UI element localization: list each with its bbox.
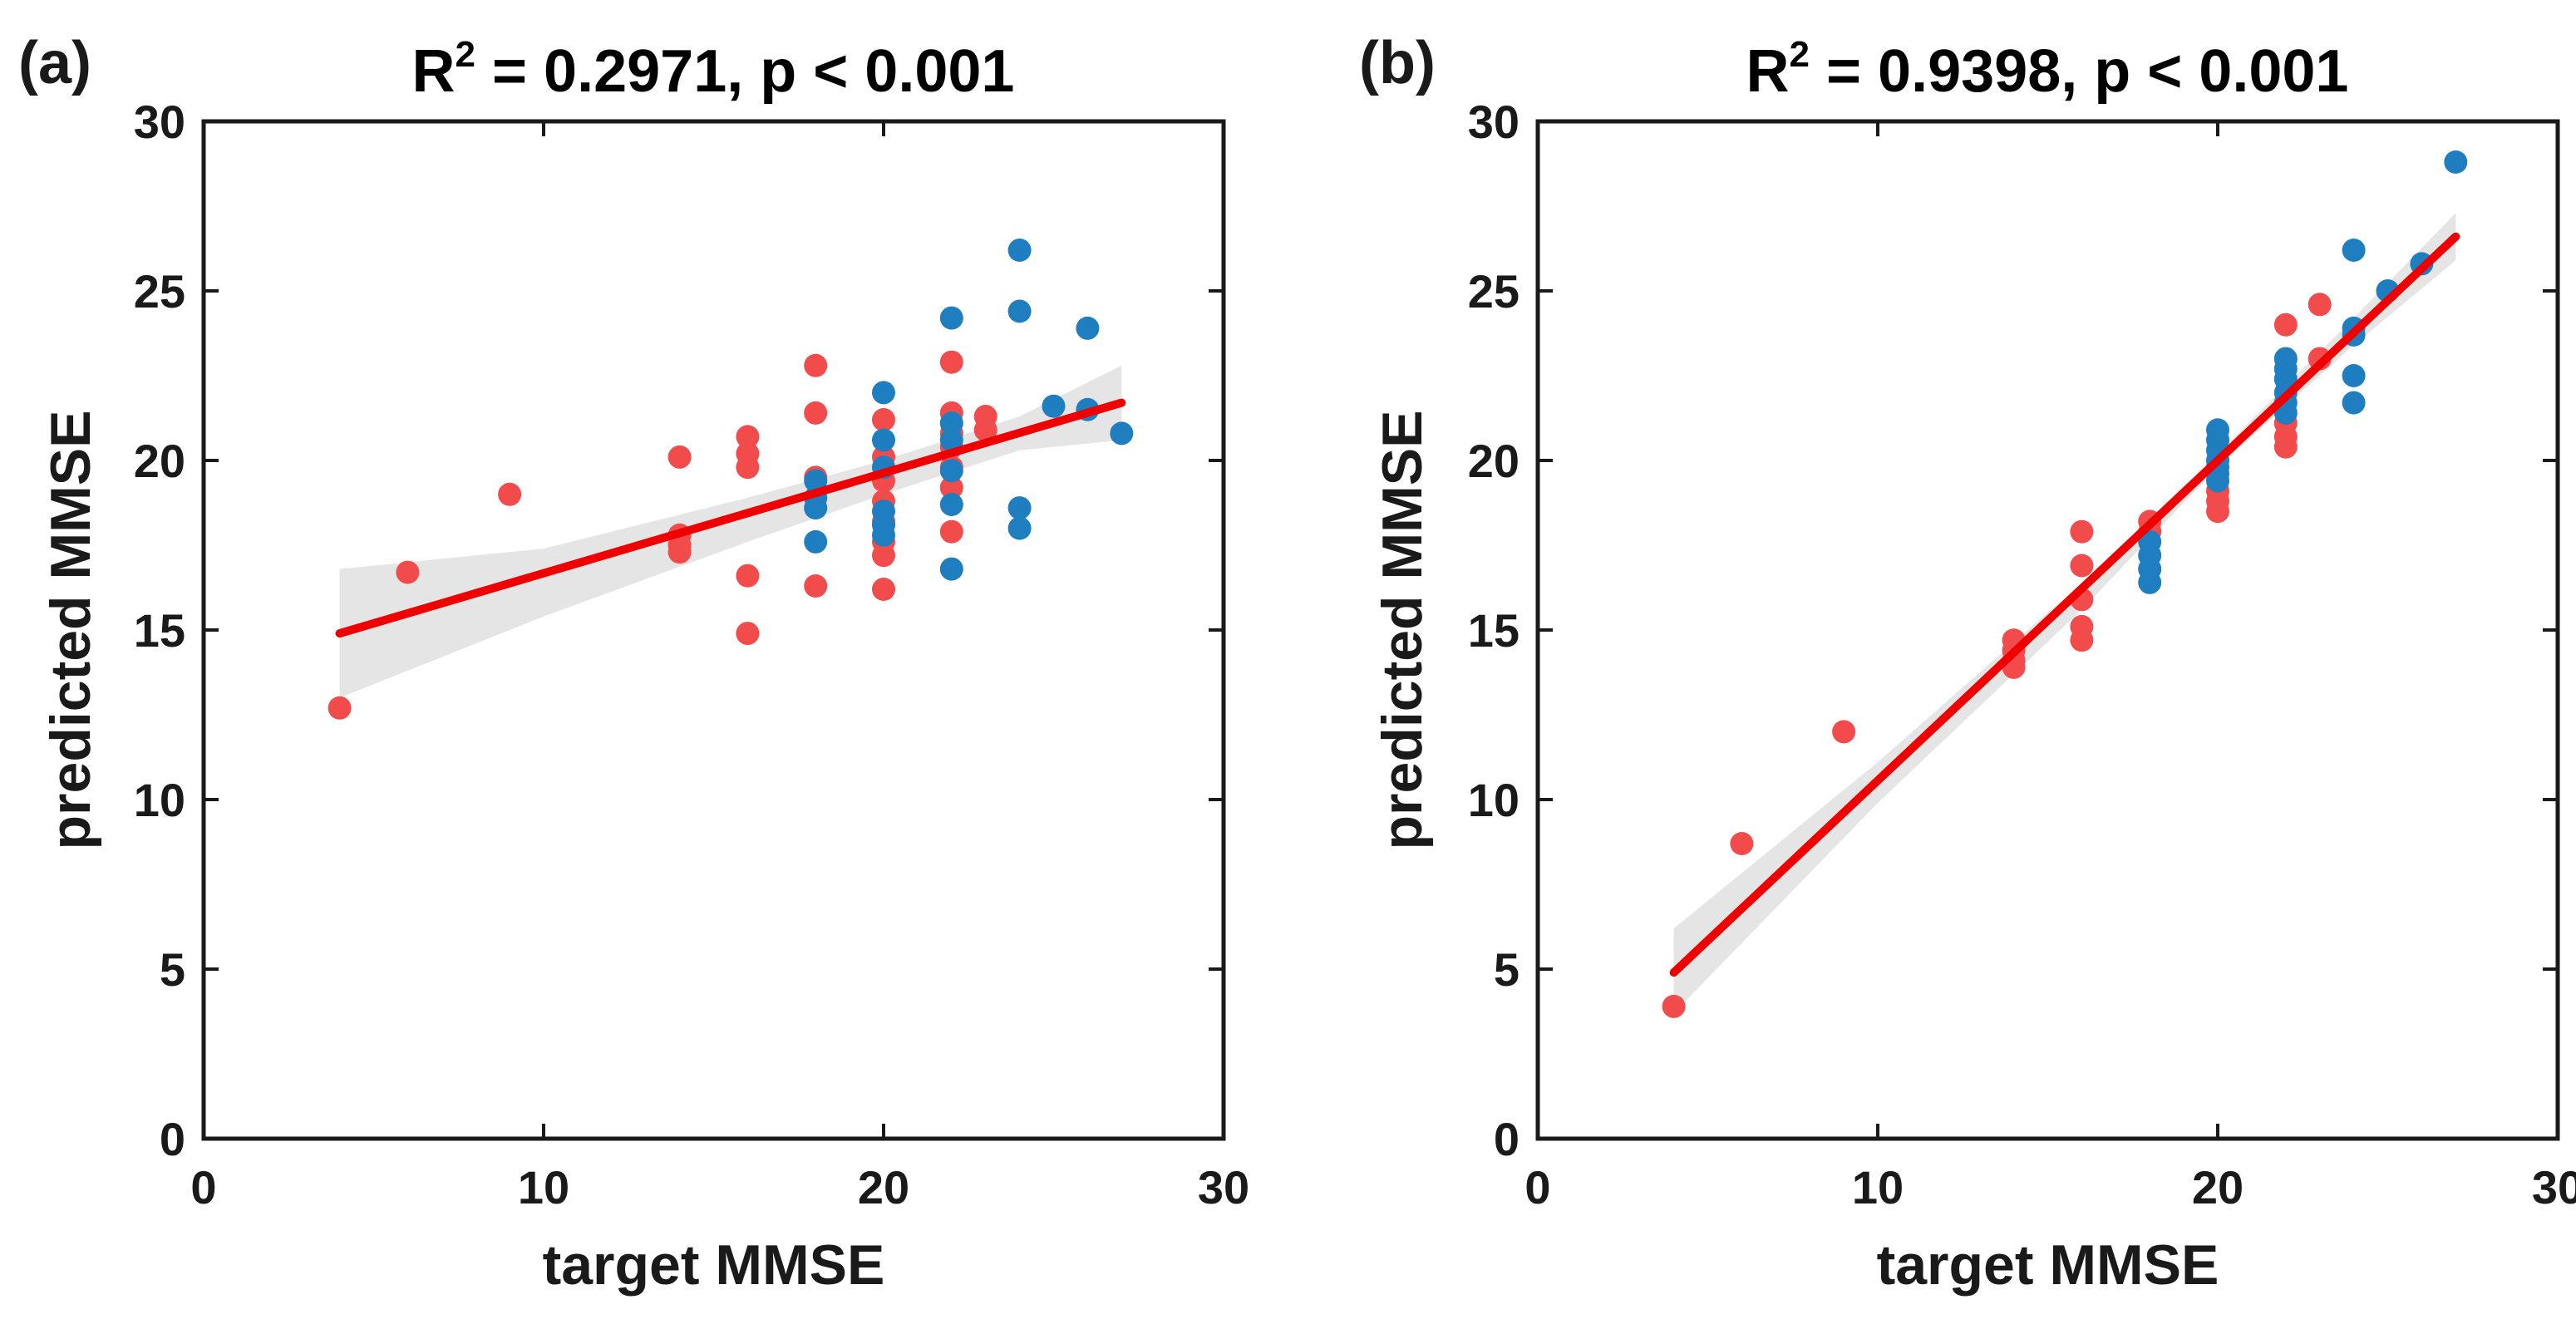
data-point-blue	[939, 493, 963, 516]
x-axis-label: target MMSE	[543, 1233, 885, 1297]
panel-a: (a) R2 = 0.2971, p < 0.001 0 10 20 30 0 5 10 15 20…	[18, 30, 1249, 1297]
data-point-blue	[939, 428, 963, 452]
data-point-red	[872, 544, 895, 568]
chart-title: R2 = 0.2971, p < 0.001	[412, 34, 1015, 105]
x-tick-label: 20	[858, 1161, 909, 1213]
y-axis-label: predicted MMSE	[39, 411, 102, 850]
panel-label: (a)	[18, 30, 91, 96]
data-point-blue	[939, 459, 963, 483]
data-point-red	[328, 696, 352, 720]
data-point-red	[2070, 519, 2094, 544]
data-point-blue	[1007, 496, 1032, 520]
y-tick-label: 0	[1494, 1113, 1519, 1165]
data-point-blue	[1110, 421, 1134, 445]
data-point-red	[1832, 720, 1856, 744]
x-tick-label: 30	[1198, 1161, 1249, 1213]
data-point-red	[804, 574, 828, 598]
title-superscript: 2	[1790, 34, 1810, 75]
y-tick-label: 30	[1468, 96, 1519, 148]
data-point-blue	[939, 306, 963, 330]
data-point-blue	[1007, 516, 1032, 540]
regression-line	[1669, 232, 2460, 977]
y-tick-label: 20	[1468, 435, 1519, 487]
data-point-red	[872, 408, 895, 431]
data-point-red	[2070, 554, 2094, 578]
data-point-red	[804, 401, 828, 425]
title-r-symbol: R	[412, 38, 456, 105]
data-point-red	[736, 564, 760, 588]
data-point-blue	[2342, 239, 2366, 262]
data-point-blue	[2342, 364, 2366, 387]
data-point-red	[2273, 435, 2298, 459]
data-point-blue	[872, 523, 895, 547]
data-point-red	[939, 475, 963, 500]
data-point-red	[396, 560, 420, 584]
data-point-red	[667, 445, 692, 469]
data-point-red	[804, 353, 828, 377]
regression-line	[335, 398, 1126, 638]
data-point-red	[736, 455, 760, 480]
data-point-blue	[2206, 469, 2229, 493]
data-point-blue	[804, 496, 828, 520]
data-point-red	[872, 578, 895, 601]
data-point-blue	[939, 557, 963, 581]
data-point-blue	[2138, 570, 2162, 594]
data-point-blue	[872, 428, 895, 452]
title-statistics: = 0.9398, p < 0.001	[1810, 38, 2349, 105]
y-tick-label: 5	[160, 943, 185, 996]
x-tick-label: 10	[518, 1161, 569, 1213]
data-point-red	[973, 418, 997, 442]
data-point-blue	[1007, 239, 1032, 262]
confidence-band	[1673, 213, 2456, 1013]
data-point-blue	[2444, 150, 2468, 174]
y-tick-label: 30	[134, 96, 185, 148]
y-tick-label: 10	[134, 774, 185, 826]
data-point-blue	[872, 381, 895, 405]
data-point-blue	[1042, 394, 1066, 418]
y-tick-label: 25	[1468, 265, 1519, 317]
y-axis-label: predicted MMSE	[1371, 411, 1434, 850]
x-tick-label: 20	[2192, 1161, 2244, 1213]
title-r-symbol: R	[1746, 38, 1790, 105]
x-tick-label: 0	[1524, 1161, 1550, 1213]
panel-label: (b)	[1359, 30, 1436, 96]
confidence-band	[339, 365, 1122, 698]
data-point-red	[736, 622, 760, 646]
data-point-red	[1662, 994, 1686, 1018]
data-point-blue	[2342, 391, 2366, 415]
data-point-red	[2206, 500, 2229, 524]
data-point-red	[939, 350, 963, 374]
series-blue	[804, 239, 1134, 581]
data-point-red	[939, 519, 963, 544]
data-point-red	[2273, 313, 2298, 337]
y-tick-label: 15	[134, 604, 185, 657]
chart-title: R2 = 0.9398, p < 0.001	[1746, 34, 2349, 105]
data-point-red	[2308, 293, 2332, 317]
data-point-red	[498, 482, 522, 506]
data-point-blue	[804, 469, 828, 493]
y-tick-label: 0	[160, 1113, 185, 1165]
y-tick-label: 10	[1468, 774, 1519, 826]
data-point-red	[667, 540, 692, 564]
y-tick-label: 25	[134, 265, 185, 317]
data-point-blue	[804, 529, 828, 554]
data-point-blue	[939, 411, 963, 436]
data-point-red	[736, 425, 760, 449]
data-point-blue	[1076, 316, 1100, 340]
x-tick-label: 30	[2532, 1161, 2576, 1213]
y-tick-label: 20	[134, 435, 185, 487]
data-point-blue	[1007, 299, 1032, 323]
data-point-red	[2070, 628, 2094, 652]
x-tick-label: 10	[1852, 1161, 1904, 1213]
title-statistics: = 0.2971, p < 0.001	[475, 38, 1015, 105]
y-tick-label: 15	[1468, 604, 1519, 657]
title-superscript: 2	[456, 34, 475, 75]
x-tick-label: 0	[190, 1161, 216, 1213]
data-point-red	[1730, 832, 1754, 855]
x-axis-label: target MMSE	[1877, 1233, 2219, 1297]
y-tick-label: 5	[1494, 943, 1519, 996]
panel-b: (b) R2 = 0.9398, p < 0.001 0 10 20 30 0 5 10 15 20…	[1359, 30, 2576, 1297]
